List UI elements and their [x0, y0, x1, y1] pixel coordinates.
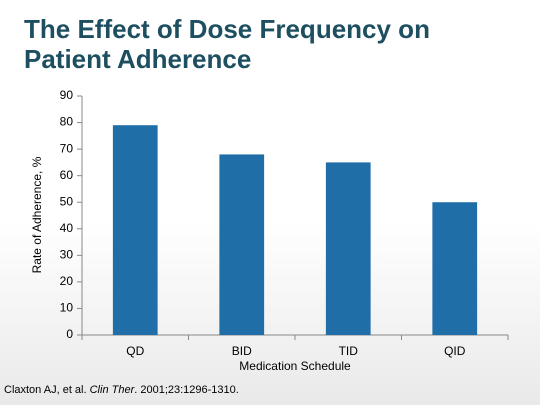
- y-axis-label: Rate of Adherence, %: [30, 156, 44, 273]
- bar: [112, 125, 158, 335]
- bar: [219, 154, 265, 335]
- y-tick-label: 0: [66, 327, 73, 341]
- y-tick-label: 40: [60, 221, 74, 235]
- x-tick-label: TID: [339, 344, 359, 358]
- citation-text: . 2001;23:1296-1310.: [134, 384, 239, 396]
- citation: Claxton AJ, et al. Clin Ther. 2001;23:12…: [4, 384, 239, 396]
- citation-journal: Clin Ther: [89, 384, 135, 396]
- x-axis-label: Medication Schedule: [239, 359, 351, 373]
- y-tick-label: 20: [60, 274, 74, 288]
- chart-title: The Effect of Dose Frequency on Patient …: [24, 14, 430, 74]
- citation-text: Claxton AJ, et al.: [4, 384, 90, 396]
- y-tick-label: 70: [60, 141, 74, 155]
- y-tick-label: 90: [60, 88, 74, 102]
- x-tick-label: QID: [444, 344, 466, 358]
- y-tick-label: 50: [60, 194, 74, 208]
- bar: [432, 202, 478, 335]
- x-tick-label: QD: [126, 344, 144, 358]
- y-tick-label: 60: [60, 168, 74, 182]
- x-tick-label: BID: [232, 344, 252, 358]
- bar: [325, 162, 371, 335]
- y-tick-label: 10: [60, 301, 74, 315]
- y-tick-label: 80: [60, 115, 74, 129]
- y-tick-label: 30: [60, 248, 74, 262]
